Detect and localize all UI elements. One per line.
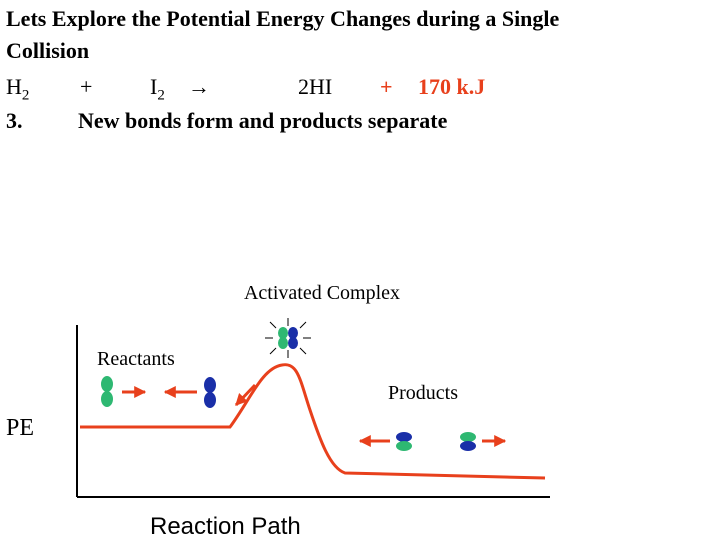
subscript: 2 xyxy=(21,87,30,104)
energy-curve xyxy=(80,363,546,480)
arrow: → xyxy=(188,74,210,99)
x-axis-label: Reaction Path xyxy=(150,513,301,540)
title-line-2: Collision xyxy=(6,38,90,63)
activated-complex-label: Activated Complex xyxy=(244,282,400,304)
step-number: 3. xyxy=(6,108,23,133)
reactants-label: Reactants xyxy=(97,348,175,370)
reactant: H xyxy=(6,74,22,99)
step-text: New bonds form and products separate xyxy=(78,108,448,133)
subscript: 2 xyxy=(157,87,165,104)
plus: + xyxy=(380,74,393,99)
products-label: Products xyxy=(388,382,458,404)
equation-term: I2 xyxy=(150,74,165,104)
reactant-molecules xyxy=(101,376,257,408)
plus: + xyxy=(80,74,93,99)
product-molecules xyxy=(358,432,507,451)
product: 2HI xyxy=(298,74,333,99)
y-axis-label: PE xyxy=(6,415,34,441)
equation-term: H2 xyxy=(6,74,29,104)
energy: 170 k.J xyxy=(418,74,486,99)
title-line-1: Lets Explore the Potential Energy Change… xyxy=(6,6,560,31)
reactant: I xyxy=(150,74,158,99)
activated-complex-molecule xyxy=(265,318,311,358)
